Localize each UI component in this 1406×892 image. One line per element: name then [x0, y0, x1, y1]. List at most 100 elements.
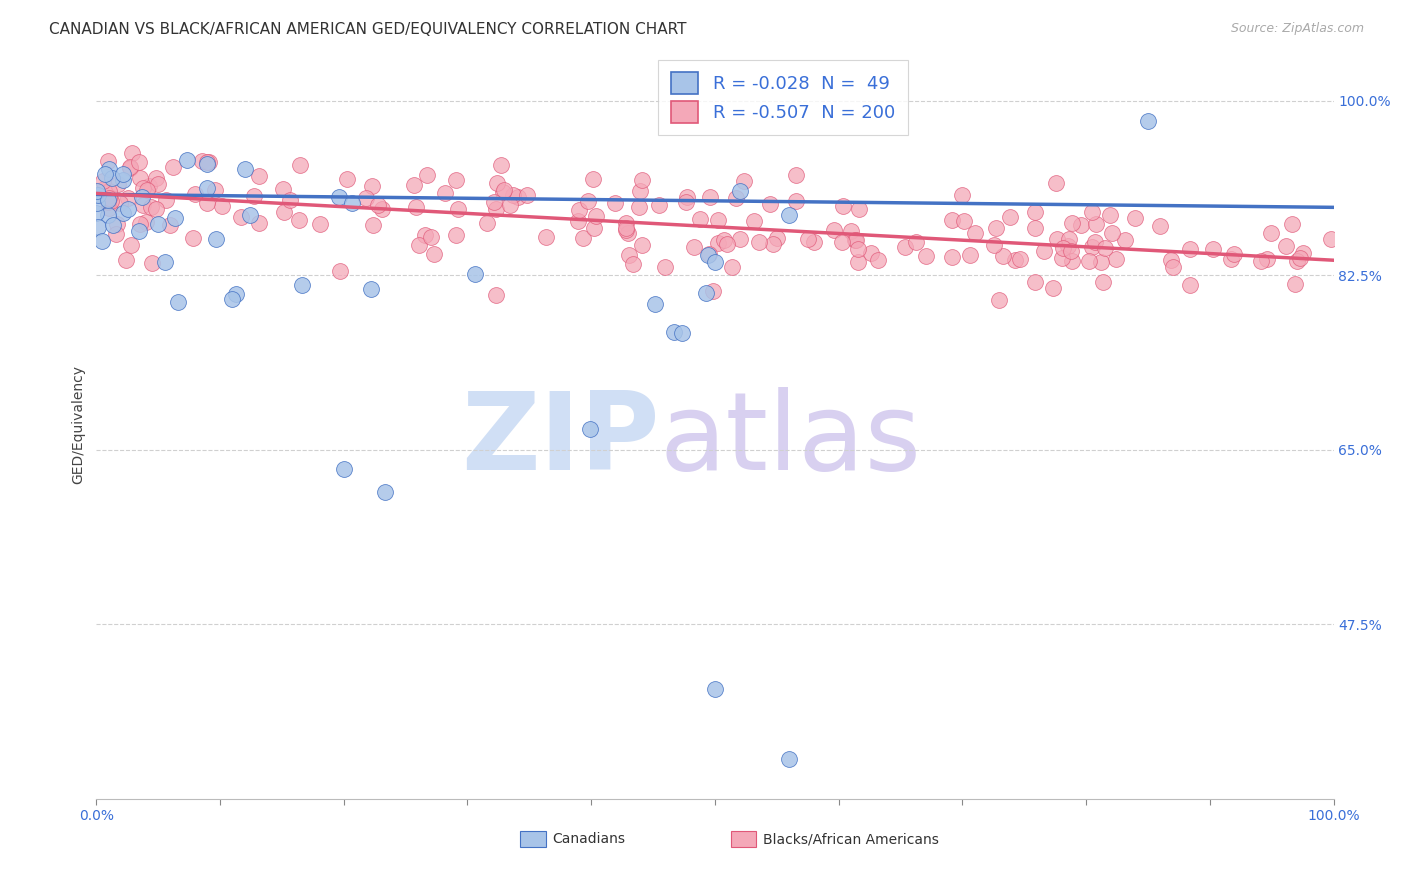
- Point: [1281, 217, 1303, 231]
- Point: [291, 278, 314, 293]
- Point: [785, 194, 807, 208]
- Point: [728, 232, 751, 246]
- Point: [998, 210, 1021, 224]
- Point: [433, 186, 456, 200]
- Point: [721, 260, 744, 274]
- Point: [689, 212, 711, 227]
- Point: [1288, 251, 1310, 265]
- Text: Source: ZipAtlas.com: Source: ZipAtlas.com: [1230, 22, 1364, 36]
- Point: [181, 231, 204, 245]
- Point: [111, 167, 134, 181]
- Point: [135, 215, 157, 229]
- Point: [627, 200, 650, 214]
- Point: [703, 682, 725, 697]
- Point: [1292, 245, 1315, 260]
- Point: [100, 170, 122, 185]
- Point: [444, 173, 467, 187]
- Point: [117, 202, 139, 216]
- Point: [859, 245, 882, 260]
- Point: [1260, 226, 1282, 240]
- Point: [360, 281, 382, 295]
- Point: [195, 196, 218, 211]
- Point: [1004, 252, 1026, 267]
- Point: [654, 260, 676, 274]
- Point: [290, 158, 312, 172]
- Point: [367, 197, 389, 211]
- Point: [475, 216, 498, 230]
- Point: [494, 183, 516, 197]
- Point: [758, 197, 780, 211]
- Point: [984, 221, 1007, 235]
- Point: [1060, 254, 1083, 268]
- Text: Blacks/African Americans: Blacks/African Americans: [763, 832, 939, 847]
- Point: [1250, 254, 1272, 268]
- Point: [273, 205, 295, 219]
- Point: [118, 161, 141, 175]
- Point: [163, 211, 186, 226]
- Point: [603, 196, 626, 211]
- Point: [162, 160, 184, 174]
- Point: [1024, 204, 1046, 219]
- Point: [184, 186, 207, 201]
- Point: [778, 207, 800, 221]
- Point: [117, 191, 139, 205]
- Point: [354, 191, 377, 205]
- Point: [706, 213, 728, 227]
- Point: [1090, 255, 1112, 269]
- Point: [683, 240, 706, 254]
- Point: [408, 238, 430, 252]
- Point: [482, 194, 505, 209]
- Point: [1094, 241, 1116, 255]
- Point: [115, 253, 138, 268]
- Point: [86, 196, 108, 211]
- Point: [582, 221, 605, 235]
- Point: [91, 174, 114, 188]
- Point: [485, 177, 508, 191]
- Point: [1060, 215, 1083, 229]
- Point: [197, 154, 219, 169]
- Point: [516, 188, 538, 202]
- Point: [766, 231, 789, 245]
- Point: [132, 197, 155, 211]
- Point: [733, 173, 755, 187]
- Point: [103, 218, 125, 232]
- Point: [728, 184, 751, 198]
- Point: [247, 216, 270, 230]
- Point: [1078, 253, 1101, 268]
- Point: [86, 184, 108, 198]
- Point: [93, 181, 115, 195]
- Point: [707, 235, 730, 250]
- Point: [1101, 226, 1123, 240]
- Point: [145, 202, 167, 216]
- Point: [797, 232, 820, 246]
- Point: [630, 238, 652, 252]
- Point: [1081, 204, 1104, 219]
- Point: [703, 255, 725, 269]
- Point: [105, 217, 128, 231]
- Point: [1045, 177, 1067, 191]
- Point: [153, 254, 176, 268]
- Point: [1060, 244, 1083, 258]
- Point: [128, 155, 150, 169]
- Point: [614, 216, 637, 230]
- Point: [333, 461, 356, 475]
- Point: [846, 242, 869, 256]
- Point: [748, 235, 770, 249]
- Point: [415, 227, 437, 242]
- Point: [97, 193, 120, 207]
- Point: [464, 268, 486, 282]
- Point: [905, 235, 928, 249]
- Point: [1256, 252, 1278, 266]
- Point: [1046, 232, 1069, 246]
- Point: [941, 250, 963, 264]
- Point: [803, 235, 825, 249]
- Point: [131, 181, 153, 195]
- Point: [1098, 208, 1121, 222]
- Point: [100, 194, 122, 208]
- Point: [98, 191, 121, 205]
- Point: [959, 248, 981, 262]
- Point: [1123, 211, 1146, 225]
- Point: [724, 191, 747, 205]
- Point: [361, 179, 384, 194]
- Point: [1202, 242, 1225, 256]
